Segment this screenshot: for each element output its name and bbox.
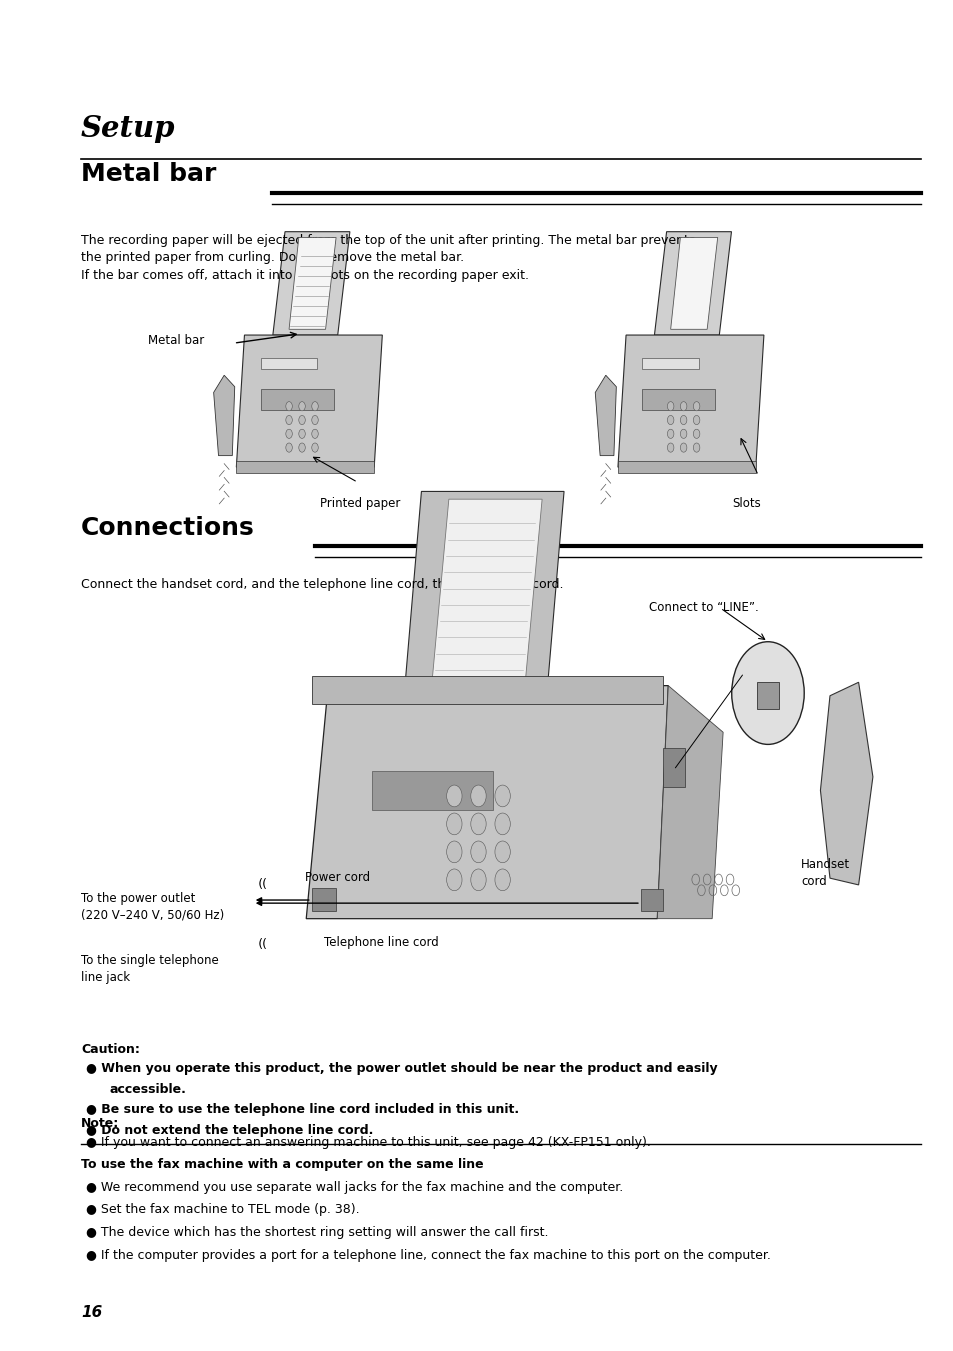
Circle shape (446, 869, 461, 890)
Circle shape (495, 840, 510, 863)
Circle shape (667, 430, 673, 438)
Text: The recording paper will be ejected from the top of the unit after printing. The: The recording paper will be ejected from… (81, 234, 695, 247)
Circle shape (312, 401, 318, 411)
Text: Caution:: Caution: (81, 1043, 140, 1056)
Circle shape (286, 401, 292, 411)
Circle shape (286, 416, 292, 424)
Circle shape (298, 443, 305, 453)
Circle shape (471, 869, 486, 890)
Circle shape (495, 869, 510, 890)
Circle shape (312, 430, 318, 438)
Text: To the single telephone
line jack: To the single telephone line jack (81, 954, 218, 984)
Bar (236, 462, 374, 473)
Circle shape (679, 430, 686, 438)
Bar (618, 462, 755, 473)
Text: Setup: Setup (81, 115, 175, 143)
Text: Connect to “LINE”.: Connect to “LINE”. (648, 601, 758, 615)
Polygon shape (213, 376, 234, 455)
Text: If the bar comes off, attach it into the slots on the recording paper exit.: If the bar comes off, attach it into the… (81, 269, 529, 282)
Circle shape (679, 416, 686, 424)
Text: 16: 16 (81, 1305, 102, 1320)
Text: ● When you operate this product, the power outlet should be near the product and: ● When you operate this product, the pow… (86, 1062, 717, 1075)
Circle shape (471, 785, 486, 807)
Circle shape (495, 785, 510, 807)
Text: To the power outlet
(220 V–240 V, 50/60 Hz): To the power outlet (220 V–240 V, 50/60 … (81, 892, 224, 921)
Text: Metal bar: Metal bar (81, 162, 216, 186)
Polygon shape (820, 682, 872, 885)
Text: Connections: Connections (81, 516, 254, 540)
Circle shape (298, 401, 305, 411)
Text: Metal bar: Metal bar (148, 334, 204, 347)
Circle shape (446, 813, 461, 835)
Circle shape (312, 443, 318, 453)
Text: the printed paper from curling. Do not remove the metal bar.: the printed paper from curling. Do not r… (81, 251, 464, 265)
Bar (662, 748, 684, 786)
Polygon shape (618, 335, 763, 467)
Circle shape (667, 443, 673, 453)
Text: ● Set the fax machine to TEL mode (p. 38).: ● Set the fax machine to TEL mode (p. 38… (86, 1204, 359, 1216)
Bar (641, 358, 699, 370)
Circle shape (298, 416, 305, 424)
Circle shape (446, 785, 461, 807)
Text: ● The device which has the shortest ring setting will answer the call first.: ● The device which has the shortest ring… (86, 1225, 548, 1239)
Text: Slots: Slots (732, 497, 760, 511)
Polygon shape (306, 686, 667, 919)
Polygon shape (657, 686, 722, 919)
Polygon shape (670, 238, 717, 330)
Text: ● Be sure to use the telephone line cord included in this unit.: ● Be sure to use the telephone line cord… (86, 1104, 518, 1116)
Circle shape (298, 430, 305, 438)
Circle shape (471, 813, 486, 835)
Polygon shape (289, 238, 335, 330)
Text: ● Do not extend the telephone line cord.: ● Do not extend the telephone line cord. (86, 1124, 373, 1138)
Circle shape (446, 840, 461, 863)
Text: ● If you want to connect an answering machine to this unit, see page 42 (KX-FP15: ● If you want to connect an answering ma… (86, 1136, 650, 1150)
Text: ● If the computer provides a port for a telephone line, connect the fax machine : ● If the computer provides a port for a … (86, 1248, 770, 1262)
Circle shape (693, 416, 700, 424)
Bar (312, 888, 335, 911)
Text: Note:: Note: (81, 1117, 119, 1131)
Text: ● We recommend you use separate wall jacks for the fax machine and the computer.: ● We recommend you use separate wall jac… (86, 1181, 622, 1193)
Circle shape (679, 443, 686, 453)
Bar (260, 358, 317, 370)
Polygon shape (432, 499, 541, 678)
Polygon shape (404, 492, 563, 686)
Polygon shape (273, 232, 350, 335)
Bar (260, 389, 334, 409)
Circle shape (312, 416, 318, 424)
Text: To use the fax machine with a computer on the same line: To use the fax machine with a computer o… (81, 1158, 483, 1171)
Circle shape (693, 401, 700, 411)
Circle shape (731, 642, 803, 744)
Text: )): )) (255, 874, 265, 888)
Circle shape (693, 443, 700, 453)
Polygon shape (595, 376, 616, 455)
Circle shape (693, 430, 700, 438)
Text: Telephone line cord: Telephone line cord (324, 936, 438, 950)
Circle shape (679, 401, 686, 411)
Circle shape (286, 443, 292, 453)
Circle shape (667, 401, 673, 411)
Polygon shape (236, 335, 382, 467)
Text: accessible.: accessible. (110, 1082, 187, 1096)
Circle shape (667, 416, 673, 424)
Circle shape (471, 840, 486, 863)
Text: Handset
cord: Handset cord (801, 858, 849, 888)
Text: Printed paper: Printed paper (319, 497, 399, 511)
Bar (372, 771, 492, 809)
Text: Connect the handset cord, and the telephone line cord, then the power cord.: Connect the handset cord, and the teleph… (81, 578, 563, 592)
Bar (641, 389, 715, 409)
Circle shape (495, 813, 510, 835)
Bar (640, 889, 662, 911)
Circle shape (286, 430, 292, 438)
Bar (756, 682, 779, 709)
Bar (312, 677, 662, 704)
Text: )): )) (255, 934, 265, 947)
Text: Power cord: Power cord (305, 871, 370, 885)
Polygon shape (654, 232, 731, 335)
